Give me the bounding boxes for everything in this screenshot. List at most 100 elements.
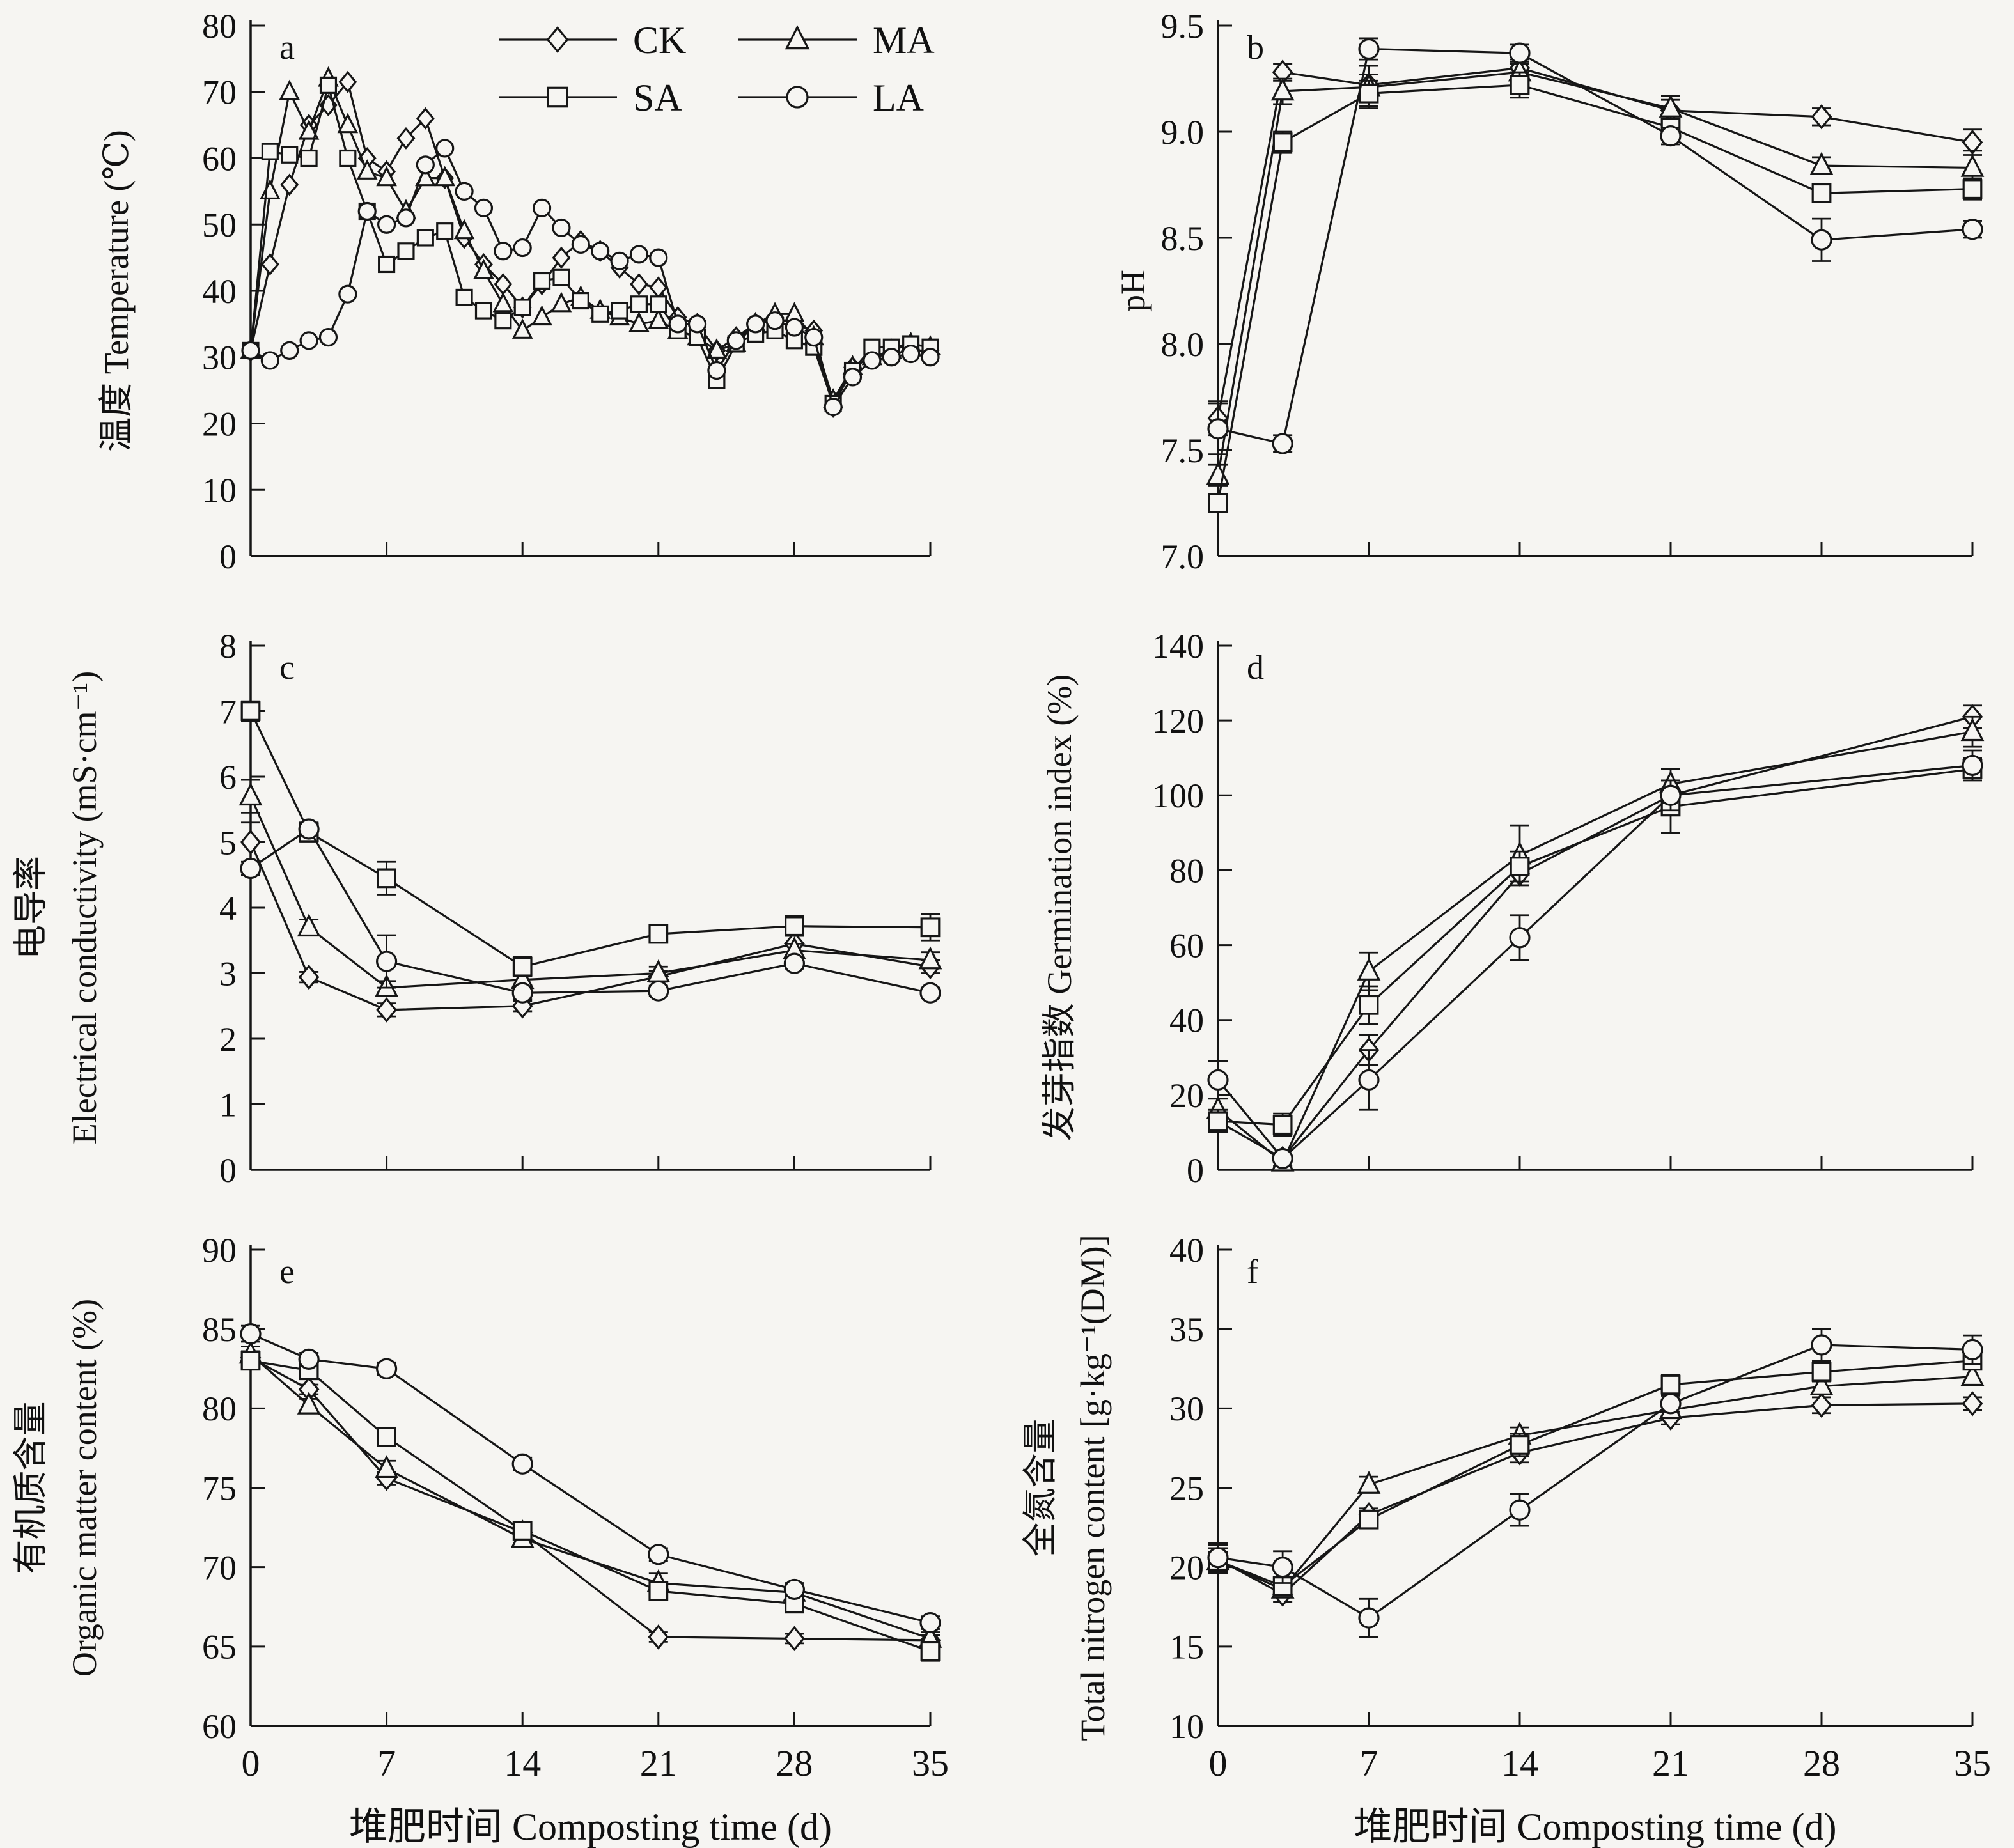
svg-text:80: 80 bbox=[202, 7, 237, 45]
svg-text:60: 60 bbox=[1169, 926, 1204, 965]
svg-text:9.0: 9.0 bbox=[1161, 113, 1205, 151]
svg-text:20: 20 bbox=[1169, 1549, 1204, 1587]
svg-text:35: 35 bbox=[1169, 1310, 1204, 1349]
axes-e: 60 65 70 75 80 85 90 0 7 14 21 28 35 e 有机质含量 Organic ma… bbox=[12, 1231, 949, 1848]
x-axis-label-f: 堆肥时间 Composting time (d) bbox=[1354, 1806, 1837, 1848]
axes-c: 0 1 2 3 4 5 6 7 8 c 电导率 Electrical conductivity (mS… bbox=[12, 627, 932, 1190]
svg-text:3: 3 bbox=[219, 954, 237, 993]
svg-text:6: 6 bbox=[219, 758, 237, 796]
svg-text:80: 80 bbox=[1169, 851, 1204, 890]
svg-text:50: 50 bbox=[202, 206, 237, 244]
svg-text:4: 4 bbox=[219, 889, 237, 928]
svg-text:0: 0 bbox=[1187, 1151, 1204, 1190]
y-axis-label-b: pH bbox=[1114, 270, 1152, 312]
svg-text:21: 21 bbox=[640, 1743, 677, 1784]
svg-text:40: 40 bbox=[1169, 1002, 1204, 1040]
svg-text:35: 35 bbox=[1954, 1743, 1991, 1784]
legend-label-SA: SA bbox=[633, 77, 682, 119]
series-LA bbox=[1207, 1328, 1983, 1638]
svg-text:75: 75 bbox=[202, 1469, 237, 1507]
svg-text:120: 120 bbox=[1152, 702, 1204, 740]
panel-d-germination-index-chart: 0 20 40 60 80 100 120 140 d 发芽指数 Germination inde… bbox=[1040, 627, 1985, 1190]
svg-text:8.5: 8.5 bbox=[1161, 219, 1205, 258]
y-axis-label-e: 有机质含量 bbox=[12, 1402, 50, 1574]
svg-text:14: 14 bbox=[1501, 1743, 1538, 1784]
svg-text:100: 100 bbox=[1152, 777, 1204, 815]
x-axis-label-e: 堆肥时间 Composting time (d) bbox=[349, 1806, 832, 1848]
svg-text:40: 40 bbox=[202, 272, 237, 311]
svg-text:80: 80 bbox=[202, 1390, 237, 1428]
panel-letter-b: b bbox=[1247, 28, 1264, 66]
svg-text:40: 40 bbox=[1169, 1231, 1204, 1270]
svg-text:140: 140 bbox=[1152, 627, 1204, 665]
series-MA bbox=[238, 1340, 942, 1648]
y-axis-label-a: 温度 Temperature (℃) bbox=[97, 130, 136, 451]
series-CK bbox=[1207, 1391, 1983, 1607]
svg-text:5: 5 bbox=[219, 823, 237, 862]
svg-text:35: 35 bbox=[912, 1743, 949, 1784]
series-SA bbox=[1208, 71, 1983, 513]
svg-text:8: 8 bbox=[219, 627, 237, 665]
panel-letter-a: a bbox=[279, 28, 295, 66]
series-SA bbox=[240, 700, 941, 978]
panel-letter-f: f bbox=[1247, 1252, 1258, 1291]
series-MA bbox=[240, 66, 941, 408]
svg-text:90: 90 bbox=[202, 1231, 237, 1270]
legend-label-LA: LA bbox=[873, 77, 924, 119]
svg-text:8.0: 8.0 bbox=[1161, 325, 1205, 364]
axes-d: 0 20 40 60 80 100 120 140 d 发芽指数 Germination inde… bbox=[1040, 627, 1974, 1190]
series-LA bbox=[240, 1323, 941, 1634]
panel-letter-e: e bbox=[279, 1252, 295, 1291]
y-axis-label-c: 电导率 bbox=[12, 856, 50, 959]
series-MA bbox=[1206, 1363, 1985, 1599]
svg-text:70: 70 bbox=[202, 1549, 237, 1587]
panel-letter-d: d bbox=[1247, 648, 1264, 687]
axes-b: 7.0 7.5 8.0 8.5 9.0 9.5 b pH bbox=[1114, 7, 1974, 576]
svg-text:0: 0 bbox=[242, 1743, 260, 1784]
legend: CK MA SA LA bbox=[499, 19, 935, 119]
svg-text:65: 65 bbox=[202, 1628, 237, 1666]
svg-text:7.5: 7.5 bbox=[1161, 431, 1205, 470]
svg-text:10: 10 bbox=[1169, 1707, 1204, 1746]
series-LA bbox=[241, 139, 940, 417]
svg-text:0: 0 bbox=[219, 1151, 237, 1190]
series-MA bbox=[1206, 715, 1985, 1172]
svg-text:20: 20 bbox=[1169, 1076, 1204, 1115]
svg-text:1: 1 bbox=[219, 1085, 237, 1124]
svg-text:70: 70 bbox=[202, 74, 237, 112]
panel-f-total-nitrogen-chart: 10 15 20 25 30 35 40 0 7 14 21 28 35 f 全氮含量 Total nitro… bbox=[1021, 1231, 1991, 1848]
series-LA bbox=[240, 818, 941, 1004]
svg-text:7: 7 bbox=[219, 692, 237, 731]
svg-text:60: 60 bbox=[202, 139, 237, 178]
svg-text:60: 60 bbox=[202, 1707, 237, 1746]
series-CK bbox=[1207, 55, 1983, 437]
y-axis-label-f: Total nitrogen content [g·kg⁻¹(DM)] bbox=[1073, 1234, 1112, 1741]
y-axis-label-f: 全氮含量 bbox=[1021, 1419, 1059, 1557]
svg-text:20: 20 bbox=[202, 405, 237, 443]
svg-text:14: 14 bbox=[504, 1743, 541, 1784]
axes-f: 10 15 20 25 30 35 40 0 7 14 21 28 35 f 全氮含量 Total nitro… bbox=[1021, 1231, 1991, 1848]
legend-label-CK: CK bbox=[633, 19, 686, 61]
y-axis-label-d: 发芽指数 Germination index (%) bbox=[1040, 674, 1079, 1141]
svg-text:15: 15 bbox=[1169, 1628, 1204, 1666]
series-LA bbox=[1207, 749, 1983, 1170]
svg-text:7.0: 7.0 bbox=[1161, 538, 1205, 576]
svg-text:25: 25 bbox=[1169, 1469, 1204, 1507]
svg-text:28: 28 bbox=[776, 1743, 813, 1784]
y-axis-label-e: Organic matter content (%) bbox=[65, 1299, 104, 1677]
panel-e-organic-matter-chart: 60 65 70 75 80 85 90 0 7 14 21 28 35 e 有机质含量 Organic ma… bbox=[12, 1231, 949, 1848]
series-LA bbox=[1207, 37, 1983, 456]
svg-text:2: 2 bbox=[219, 1020, 237, 1059]
svg-text:10: 10 bbox=[202, 471, 237, 509]
series-SA bbox=[1208, 1351, 1983, 1597]
svg-text:0: 0 bbox=[219, 538, 237, 576]
svg-text:9.5: 9.5 bbox=[1161, 7, 1205, 45]
svg-text:85: 85 bbox=[202, 1310, 237, 1349]
panel-letter-c: c bbox=[279, 648, 295, 687]
svg-text:30: 30 bbox=[1169, 1390, 1204, 1428]
panel-b-ph-chart: 7.0 7.5 8.0 8.5 9.0 9.5 b pH bbox=[1114, 7, 1985, 576]
svg-text:7: 7 bbox=[1360, 1743, 1378, 1784]
svg-text:28: 28 bbox=[1803, 1743, 1840, 1784]
legend-label-MA: MA bbox=[873, 19, 935, 61]
